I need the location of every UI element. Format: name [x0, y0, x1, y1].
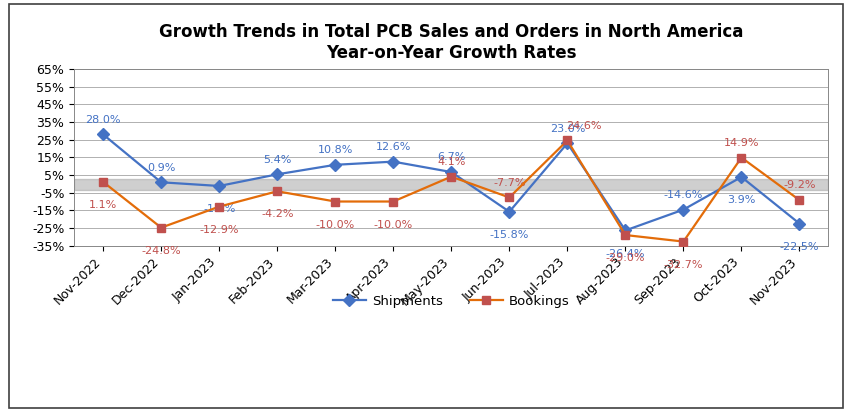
Shipments	[678, 207, 688, 212]
Text: -26.4%: -26.4%	[606, 248, 645, 258]
Text: -4.2%: -4.2%	[261, 209, 293, 219]
Line: Bookings: Bookings	[99, 136, 803, 246]
Text: -22.5%: -22.5%	[780, 241, 820, 252]
Text: -10.0%: -10.0%	[315, 220, 355, 229]
Text: -29.0%: -29.0%	[606, 253, 645, 263]
Text: 5.4%: 5.4%	[263, 154, 291, 165]
Text: -32.7%: -32.7%	[664, 260, 703, 269]
Text: -24.8%: -24.8%	[141, 246, 181, 256]
Text: -12.9%: -12.9%	[199, 225, 239, 235]
Text: -1.2%: -1.2%	[203, 204, 235, 214]
Legend: Shipments, Bookings: Shipments, Bookings	[327, 290, 575, 313]
Text: -9.2%: -9.2%	[783, 180, 815, 190]
Shipments	[214, 183, 224, 188]
Title: Growth Trends in Total PCB Sales and Orders in North America
Year-on-Year Growth: Growth Trends in Total PCB Sales and Ord…	[159, 23, 744, 62]
Shipments	[330, 162, 340, 167]
Shipments	[620, 228, 630, 233]
Text: 1.1%: 1.1%	[89, 200, 118, 210]
Text: 23.0%: 23.0%	[550, 124, 585, 133]
Text: 24.6%: 24.6%	[567, 121, 602, 131]
Bookings	[736, 155, 746, 160]
Shipments	[562, 141, 573, 146]
Text: 14.9%: 14.9%	[723, 138, 759, 148]
Text: 3.9%: 3.9%	[728, 195, 756, 205]
Shipments	[446, 170, 457, 175]
Shipments	[272, 172, 282, 177]
Text: 4.1%: 4.1%	[437, 157, 465, 167]
Bookings	[389, 199, 399, 204]
Bar	[74, 180, 828, 190]
Bookings	[562, 138, 573, 143]
Shipments	[156, 180, 166, 185]
Shipments	[98, 132, 108, 137]
Text: -10.0%: -10.0%	[374, 220, 413, 229]
Text: 0.9%: 0.9%	[147, 163, 176, 173]
Bookings	[620, 233, 630, 238]
Text: 12.6%: 12.6%	[376, 142, 411, 152]
Line: Shipments: Shipments	[99, 130, 803, 234]
Text: 6.7%: 6.7%	[437, 152, 465, 162]
Text: 28.0%: 28.0%	[85, 115, 121, 125]
Bookings	[214, 204, 224, 209]
Bookings	[678, 239, 688, 244]
Bookings	[446, 174, 457, 179]
Text: -15.8%: -15.8%	[490, 230, 529, 240]
Bookings	[504, 195, 515, 200]
Shipments	[389, 159, 399, 164]
Shipments	[794, 221, 804, 226]
Text: -7.7%: -7.7%	[493, 178, 526, 188]
Bookings	[330, 199, 340, 204]
Text: -14.6%: -14.6%	[664, 190, 703, 200]
Bookings	[98, 180, 108, 185]
Shipments	[736, 175, 746, 180]
Bookings	[272, 189, 282, 194]
Bookings	[156, 225, 166, 230]
Shipments	[504, 209, 515, 214]
Bookings	[794, 198, 804, 203]
Text: 10.8%: 10.8%	[318, 145, 353, 155]
